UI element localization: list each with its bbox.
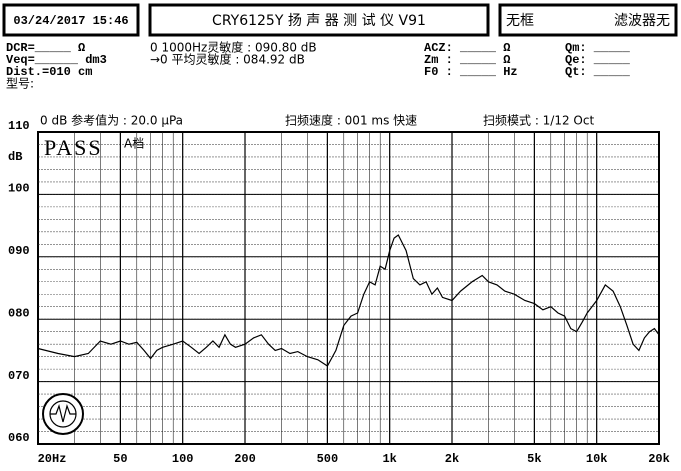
logo-wave [50,403,76,423]
veq: Veq=______ dm3 [6,53,107,67]
datetime: 03/24/2017 15:46 [13,14,128,28]
frame: 无框 [506,13,534,29]
qe: Qe: _____ [565,53,631,67]
y-tick-label: 110 [8,119,30,133]
x-tick-label: 1k [382,452,396,466]
model: 型号: [6,77,34,91]
sensitivity-1k: 0 1000Hz灵敏度 : 090.80 dB [150,40,317,55]
response-curve [37,234,660,367]
y-tick-label: 080 [8,306,30,320]
x-tick-label: 20Hz [38,452,67,466]
x-tick-label: 500 [317,452,339,466]
x-tick-label: 2k [445,452,459,466]
y-tick-label: 090 [8,244,30,258]
x-tick-label: 200 [234,452,256,466]
f0: F0 : _____ Hz [424,65,518,79]
qt: Qt: _____ [565,65,631,79]
logo [42,393,84,435]
y-axis-label: dB [8,150,22,164]
sweep-speed: 扫频速度 : 001 ms 快速 [285,113,417,128]
filter-box [498,3,678,37]
datetime-box [2,3,140,37]
plot-area [37,131,660,445]
avg-sensitivity: →0 平均灵敏度 : 084.92 dB [150,52,305,67]
x-tick-label: 50 [113,452,127,466]
x-tick-label: 20k [648,452,670,466]
zm: Zm : _____ Ω [424,53,510,67]
device-title: CRY6125Y 扬 声 器 测 试 仪 V91 [212,13,426,29]
pass-label: PASS [44,135,103,160]
chart: 060 070 080 090 100 110 20Hz 50 100 200 500 1k 2k 5k 1… [8,119,670,466]
device-box [148,3,490,37]
y-tick-label: 070 [8,369,30,383]
y-tick-label: 060 [8,431,30,445]
filter: 滤波器无 [614,13,670,29]
x-tick-label: 10k [586,452,608,466]
dist: Dist.=010 cm [6,65,92,79]
y-tick-label: 100 [8,182,30,196]
qm: Qm: _____ [565,41,631,55]
sweep-mode: 扫频模式 : 1/12 Oct [483,114,594,128]
range-label: A档 [124,137,144,151]
x-tick-label: 5k [527,452,541,466]
reference: 0 dB 参考值为 : 20.0 μPa [40,113,183,128]
dcr: DCR=_____ Ω [6,41,85,55]
acz: ACZ: _____ Ω [424,41,510,55]
x-tick-label: 100 [172,452,194,466]
logo-ring [42,393,84,435]
